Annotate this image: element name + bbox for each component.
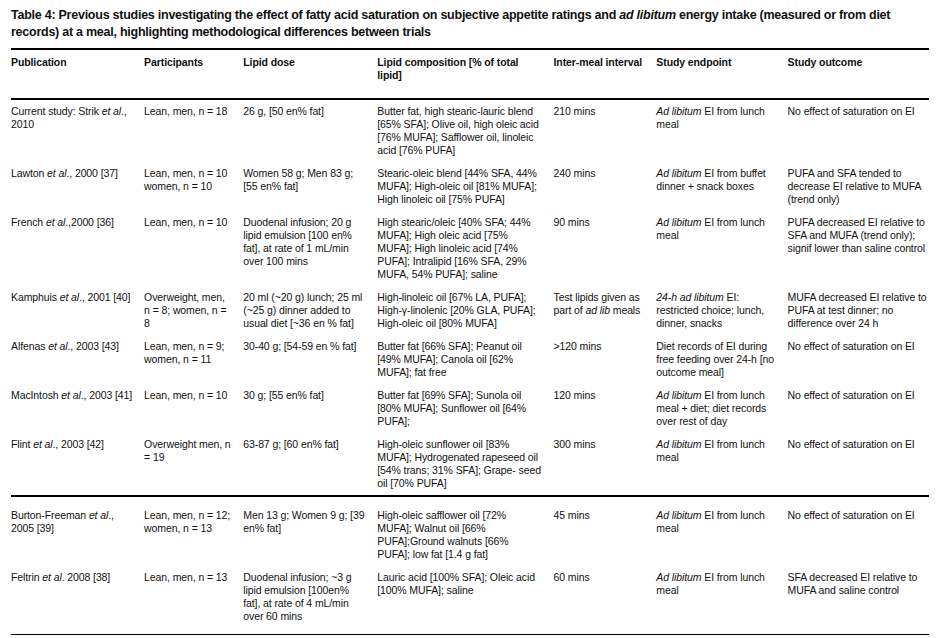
- cell-interval: 60 mins: [554, 566, 657, 628]
- cell-interval: 240 mins: [554, 162, 657, 211]
- cell-outcome: No effect of saturation on EI: [788, 384, 929, 433]
- cell-participants: Lean, men, n = 10: [144, 384, 243, 433]
- cell-outcome: PUFA decreased EI relative to SFA and MU…: [788, 211, 929, 286]
- table-row: Kamphuis et al., 2001 [40]Overweight, me…: [11, 286, 929, 335]
- cell-composition: Stearic-oleic blend [44% SFA, 44% MUFA];…: [377, 162, 553, 211]
- column-header-interval: Inter-meal interval: [554, 49, 657, 99]
- cell-endpoint: Ad libitum EI from buffet dinner + snack…: [656, 162, 787, 211]
- cell-publication: Lawton et al., 2000 [37]: [11, 162, 144, 211]
- cell-publication: Feltrin et al. 2008 [38]: [11, 566, 144, 628]
- column-header-publication: Publication: [11, 49, 144, 99]
- cell-dose: 20 ml (~20 g) lunch; 25 ml (~25 g) dinne…: [243, 286, 377, 335]
- cell-interval: 210 mins: [554, 99, 657, 162]
- cell-interval: 300 mins: [554, 433, 657, 496]
- cell-composition: Lauric acid [100% SFA]; Oleic acid [100%…: [377, 566, 553, 628]
- table-row: Current study: Strik et al., 2010Lean, m…: [11, 99, 929, 162]
- table-body: Current study: Strik et al., 2010Lean, m…: [11, 99, 929, 628]
- cell-publication: MacIntosh et al., 2003 [41]: [11, 384, 144, 433]
- cell-composition: Butter fat [66% SFA]; Peanut oil [49% MU…: [377, 335, 553, 384]
- table-row: Alfenas et al., 2003 [43]Lean, men, n = …: [11, 335, 929, 384]
- cell-outcome: No effect of saturation on EI: [788, 433, 929, 496]
- cell-interval: 90 mins: [554, 211, 657, 286]
- column-header-endpoint: Study endpoint: [656, 49, 787, 99]
- cell-endpoint: Ad libitum EI from lunch meal: [656, 211, 787, 286]
- cell-publication: Kamphuis et al., 2001 [40]: [11, 286, 144, 335]
- cell-publication: Flint et al., 2003 [42]: [11, 433, 144, 496]
- cell-dose: Duodenal infusion; ~3 g lipid emulsion […: [243, 566, 377, 628]
- table-row: MacIntosh et al., 2003 [41]Lean, men, n …: [11, 384, 929, 433]
- cell-publication: French et al.,2000 [36]: [11, 211, 144, 286]
- table-bottom-rule: [11, 634, 929, 638]
- cell-publication: Current study: Strik et al., 2010: [11, 99, 144, 162]
- cell-outcome: No effect of saturation on EI: [788, 99, 929, 162]
- cell-outcome: PUFA and SFA tended to decrease EI relat…: [788, 162, 929, 211]
- cell-endpoint: Ad libitum EI from lunch meal: [656, 566, 787, 628]
- cell-dose: Duodenal infusion; 20 g lipid emulsion […: [243, 211, 377, 286]
- table-row: Burton-Freeman et al., 2005 [39]Lean, me…: [11, 496, 929, 566]
- column-header-outcome: Study outcome: [788, 49, 929, 99]
- table-row: Feltrin et al. 2008 [38]Lean, men, n = 1…: [11, 566, 929, 628]
- cell-dose: 63-87 g; [60 en% fat]: [243, 433, 377, 496]
- table-title: Table 4: Previous studies investigating …: [11, 7, 929, 41]
- cell-outcome: No effect of saturation on EI: [788, 335, 929, 384]
- cell-endpoint: Ad libitum EI from lunch meal: [656, 496, 787, 566]
- cell-outcome: SFA decreased EI relative to MUFA and sa…: [788, 566, 929, 628]
- cell-participants: Lean, men, n = 18: [144, 99, 243, 162]
- cell-participants: Lean, men, n = 13: [144, 566, 243, 628]
- studies-table: PublicationParticipantsLipid doseLipid c…: [11, 48, 929, 628]
- cell-participants: Lean, men, n = 10 women, n = 10: [144, 162, 243, 211]
- column-header-participants: Participants: [144, 49, 243, 99]
- cell-composition: High-oleic sunflower oil [83% MUFA]; Hyd…: [377, 433, 553, 496]
- cell-dose: Women 58 g; Men 83 g; [55 en% fat]: [243, 162, 377, 211]
- cell-participants: Overweight men, n = 19: [144, 433, 243, 496]
- table-row: Lawton et al., 2000 [37]Lean, men, n = 1…: [11, 162, 929, 211]
- cell-composition: High-oleic safflower oil [72% MUFA]; Wal…: [377, 496, 553, 566]
- cell-interval: Test lipids given as part of ad lib meal…: [554, 286, 657, 335]
- cell-dose: 26 g, [50 en% fat]: [243, 99, 377, 162]
- cell-composition: High-linoleic oil [67% LA, PUFA]; High-γ…: [377, 286, 553, 335]
- cell-outcome: MUFA decreased EI relative to PUFA at te…: [788, 286, 929, 335]
- cell-participants: Overweight, men, n = 8; women, n = 8: [144, 286, 243, 335]
- table-row: French et al.,2000 [36]Lean, men, n = 10…: [11, 211, 929, 286]
- cell-composition: High stearic/oleic [40% SFA; 44% MUFA]; …: [377, 211, 553, 286]
- cell-endpoint: Diet records of EI during free feeding o…: [656, 335, 787, 384]
- cell-participants: Lean, men, n = 12; women, n = 13: [144, 496, 243, 566]
- cell-endpoint: Ad libitum EI from lunch meal: [656, 99, 787, 162]
- table-header: PublicationParticipantsLipid doseLipid c…: [11, 49, 929, 99]
- cell-endpoint: Ad libitum EI from lunch meal: [656, 433, 787, 496]
- cell-composition: Butter fat, high stearic-lauric blend [6…: [377, 99, 553, 162]
- cell-dose: 30 g; [55 en% fat]: [243, 384, 377, 433]
- cell-interval: >120 mins: [554, 335, 657, 384]
- cell-participants: Lean, men, n = 9; women, n = 11: [144, 335, 243, 384]
- cell-interval: 120 mins: [554, 384, 657, 433]
- cell-participants: Lean, men, n = 10: [144, 211, 243, 286]
- cell-interval: 45 mins: [554, 496, 657, 566]
- column-header-composition: Lipid composition [% of total lipid]: [377, 49, 553, 99]
- cell-dose: 30-40 g; [54-59 en % fat]: [243, 335, 377, 384]
- cell-dose: Men 13 g; Women 9 g; [39 en% fat]: [243, 496, 377, 566]
- cell-composition: Butter fat [69% SFA]; Sunola oil [80% MU…: [377, 384, 553, 433]
- cell-endpoint: 24-h ad libitum EI: restricted choice; l…: [656, 286, 787, 335]
- cell-publication: Alfenas et al., 2003 [43]: [11, 335, 144, 384]
- table-row: Flint et al., 2003 [42]Overweight men, n…: [11, 433, 929, 496]
- cell-outcome: No effect of saturation on EI: [788, 496, 929, 566]
- cell-publication: Burton-Freeman et al., 2005 [39]: [11, 496, 144, 566]
- cell-endpoint: Ad libitum EI from lunch meal + diet; di…: [656, 384, 787, 433]
- document-page: Table 4: Previous studies investigating …: [0, 0, 940, 638]
- column-header-dose: Lipid dose: [243, 49, 377, 99]
- header-row: PublicationParticipantsLipid doseLipid c…: [11, 49, 929, 99]
